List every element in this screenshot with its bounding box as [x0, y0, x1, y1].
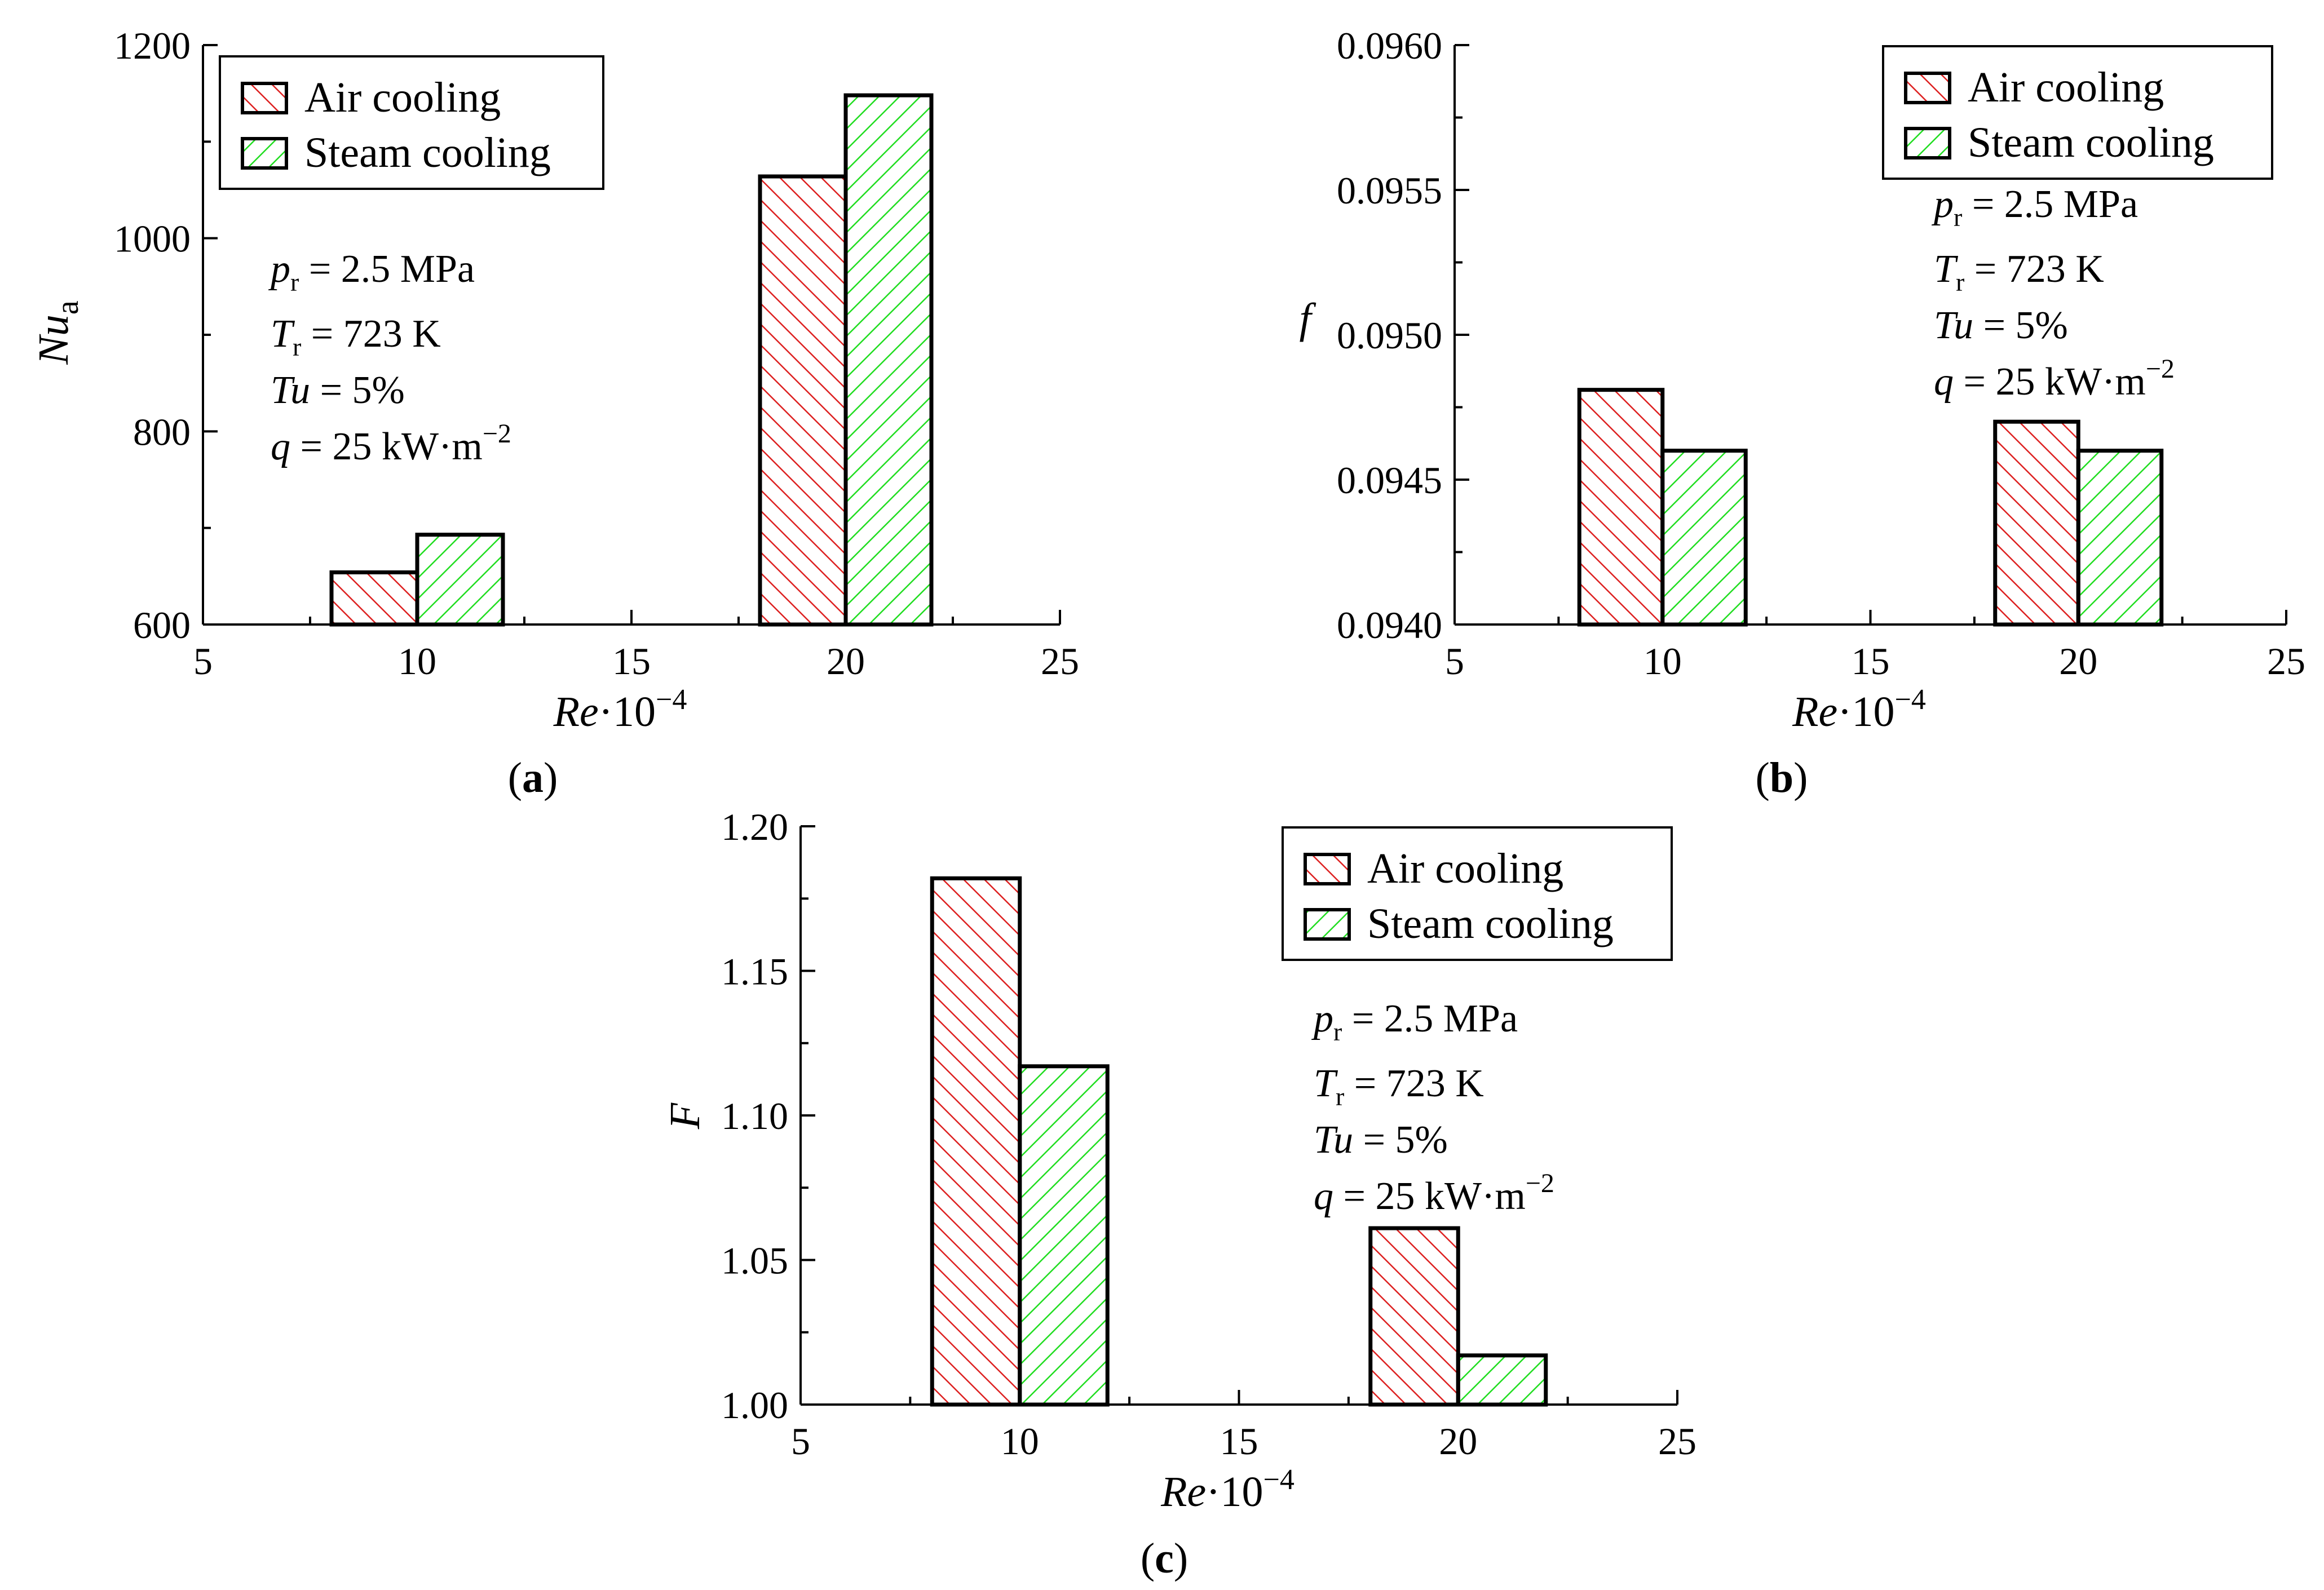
y-tick-label: 600 [133, 604, 191, 646]
x-tick-label: 15 [1220, 1420, 1258, 1463]
annotation-temperature: Tr = 723 K [1314, 1062, 1484, 1111]
legend-label-air-cooling: Air cooling [304, 74, 501, 121]
y-tick-label: 800 [133, 410, 191, 453]
bar-steam-cooling-re10 [415, 533, 505, 627]
annotation-heat-flux: q = 25 kW·m−2 [1314, 1168, 1554, 1218]
annotation-heat-flux: q = 25 kW·m−2 [271, 419, 511, 468]
annotation-heat-flux: q = 25 kW·m−2 [1934, 354, 2175, 404]
annotation-pressure: pr = 2.5 MPa [1931, 183, 2138, 232]
legend-label-air-cooling: Air cooling [1367, 845, 1563, 892]
bar-steam-cooling-re10 [1660, 449, 1748, 627]
x-axis-label: Re·10−4 [553, 684, 687, 736]
y-axis-label: F [661, 1102, 709, 1130]
y-tick-label: 0.0960 [1337, 24, 1442, 67]
x-tick-label: 15 [1852, 640, 1890, 683]
legend-swatch-air-cooling [1904, 72, 1951, 104]
x-tick-label: 5 [1445, 640, 1464, 683]
legend-box [1282, 826, 1673, 961]
bar-air-cooling-re20 [1368, 1226, 1460, 1407]
y-axis-label: f [1299, 295, 1316, 342]
y-tick-label: 0.0950 [1337, 314, 1442, 357]
chart-panel-b: 0.0940 0.0945 0.0950 0.0955 0.0960 5 10 15 20 25 R… [1299, 24, 2305, 801]
bar-air-cooling-re20 [1993, 419, 2080, 627]
y-tick-label: 1.10 [721, 1095, 788, 1137]
legend: Air cooling Steam cooling [1282, 826, 1673, 961]
annotation-pressure: pr = 2.5 MPa [268, 247, 475, 296]
x-tick-label: 10 [1001, 1420, 1039, 1463]
y-tick-label: 0.0945 [1337, 459, 1442, 502]
x-axis-label: Re·10−4 [1160, 1464, 1294, 1516]
x-tick-label: 25 [1658, 1420, 1696, 1463]
annotation-turbulence: Tu = 5% [1314, 1118, 1448, 1162]
legend-label-steam-cooling: Steam cooling [304, 129, 551, 176]
chart-panel-a: 600 800 1000 1200 5 10 15 20 25 Re·10−4 Nua Air coo… [30, 24, 1079, 801]
legend-swatch-steam-cooling [1904, 127, 1951, 160]
conditions-annotation: pr = 2.5 MPa Tr = 723 K Tu = 5% q = 25 kW·m… [1931, 183, 2175, 404]
bar-air-cooling-re20 [758, 174, 848, 627]
bar-air-cooling-re10 [930, 876, 1022, 1407]
bar-steam-cooling-re20 [2076, 449, 2164, 627]
y-tick-label: 1.05 [721, 1239, 788, 1282]
x-tick-label: 15 [612, 640, 651, 683]
y-tick-label: 0.0955 [1337, 169, 1442, 212]
y-tick-label: 1.20 [721, 805, 788, 848]
y-axis-label: Nua [30, 300, 85, 365]
y-tick-label: 1.00 [721, 1384, 788, 1427]
x-tick-label: 10 [398, 640, 436, 683]
annotation-turbulence: Tu = 5% [1934, 304, 2068, 347]
legend-label-steam-cooling: Steam cooling [1968, 119, 2214, 166]
panel-caption: (a) [508, 754, 558, 801]
annotation-pressure: pr = 2.5 MPa [1311, 997, 1518, 1046]
legend-swatch-air-cooling [241, 82, 288, 114]
x-tick-label: 25 [2267, 640, 2305, 683]
legend-label-steam-cooling: Steam cooling [1367, 900, 1614, 947]
x-axis-label: Re·10−4 [1792, 684, 1926, 736]
legend: Air cooling Steam cooling [1882, 45, 2273, 180]
legend-swatch-air-cooling [1304, 853, 1351, 885]
y-tick-label: 1.15 [721, 950, 788, 993]
x-tick-label: 20 [827, 640, 865, 683]
legend: Air cooling Steam cooling [219, 55, 604, 190]
x-tick-label: 25 [1041, 640, 1079, 683]
conditions-annotation: pr = 2.5 MPa Tr = 723 K Tu = 5% q = 25 kW·m… [268, 247, 511, 468]
annotation-turbulence: Tu = 5% [271, 369, 405, 412]
annotation-temperature: Tr = 723 K [271, 312, 441, 361]
legend-label-air-cooling: Air cooling [1968, 64, 2164, 111]
bar-steam-cooling-re20 [1456, 1353, 1548, 1407]
x-tick-label: 20 [1439, 1420, 1477, 1463]
bar-air-cooling-re10 [1577, 388, 1665, 627]
x-tick-label: 10 [1643, 640, 1682, 683]
y-tick-label: 1200 [114, 24, 191, 67]
annotation-temperature: Tr = 723 K [1934, 247, 2104, 296]
y-tick-label: 1000 [114, 218, 191, 260]
legend-swatch-steam-cooling [241, 137, 288, 170]
x-tick-label: 5 [791, 1420, 810, 1463]
panel-caption: (b) [1756, 754, 1808, 801]
chart-panel-c: 1.00 1.05 1.10 1.15 1.20 5 10 15 20 25 Re·10−4 F Air… [661, 805, 1696, 1582]
conditions-annotation: pr = 2.5 MPa Tr = 723 K Tu = 5% q = 25 kW·m… [1311, 997, 1554, 1218]
bar-air-cooling-re10 [329, 570, 419, 627]
y-tick-label: 0.0940 [1337, 604, 1442, 646]
bar-steam-cooling-re20 [843, 93, 934, 627]
bar-steam-cooling-re10 [1018, 1064, 1110, 1407]
x-tick-label: 20 [2059, 640, 2097, 683]
x-tick-label: 5 [193, 640, 213, 683]
panel-caption: (c) [1141, 1535, 1188, 1582]
legend-swatch-steam-cooling [1304, 908, 1351, 941]
